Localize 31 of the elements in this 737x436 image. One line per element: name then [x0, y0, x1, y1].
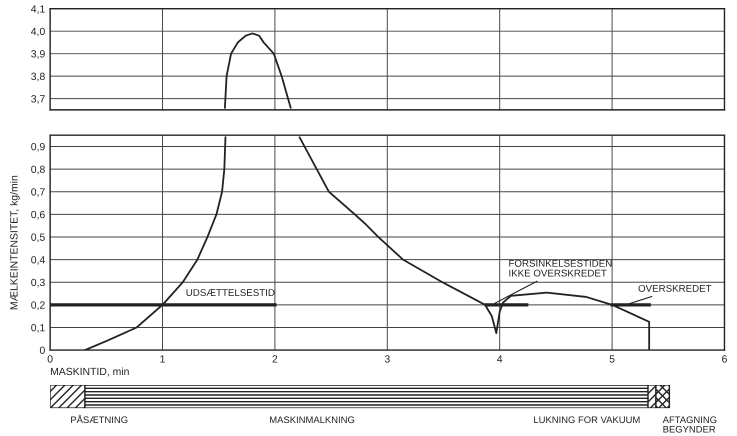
y-tick-label: 4,1 [31, 5, 45, 14]
y-tick-label: 3,8 [31, 72, 45, 82]
x-tick-label: 6 [722, 355, 727, 363]
text: AFTAGNING BEGYNDER [662, 416, 716, 433]
y-tick-label: 3,7 [31, 95, 45, 104]
annotation: UDSÆTTELSESTID [186, 289, 274, 296]
y-tick-label: 0,4 [31, 256, 45, 265]
x-tick-label: 5 [610, 355, 615, 363]
x-tick-label: 0 [48, 355, 53, 363]
y-tick-label: 0,6 [31, 210, 45, 220]
x-tick-label: 3 [384, 355, 390, 363]
x-tick-label: 2 [272, 355, 278, 363]
x-tick-label: 1 [160, 355, 165, 363]
text: LUKNING FOR VAKUUM [534, 416, 640, 424]
y-tick-label: 0,3 [31, 278, 45, 288]
y-tick-label: 0,1 [31, 324, 45, 333]
y-tick-label: 0,5 [31, 233, 45, 242]
y-tick-label: 0 [40, 346, 45, 354]
x-axis-title: MASKINTID, min [50, 367, 129, 376]
y-tick-label: 4,0 [31, 28, 45, 36]
annotation: OVERSKREDET [638, 284, 712, 292]
y-tick-label: 3,9 [31, 50, 45, 59]
y-tick-label: 0,8 [31, 166, 45, 174]
x-tick-label: 4 [497, 355, 502, 363]
annotation: FORSINKELSESTIDEN IKKE OVERSKREDET [509, 260, 612, 277]
text: PÅSÆTNING [71, 414, 128, 424]
y-tick-label: 0,2 [31, 301, 45, 310]
y-tick-label: 0,9 [31, 142, 45, 152]
y-tick-label: 0,7 [31, 188, 45, 197]
y-axis-title: MÆLKEINTENSITET, kg/min [10, 176, 20, 310]
text: MASKINMALKNING [270, 416, 354, 424]
